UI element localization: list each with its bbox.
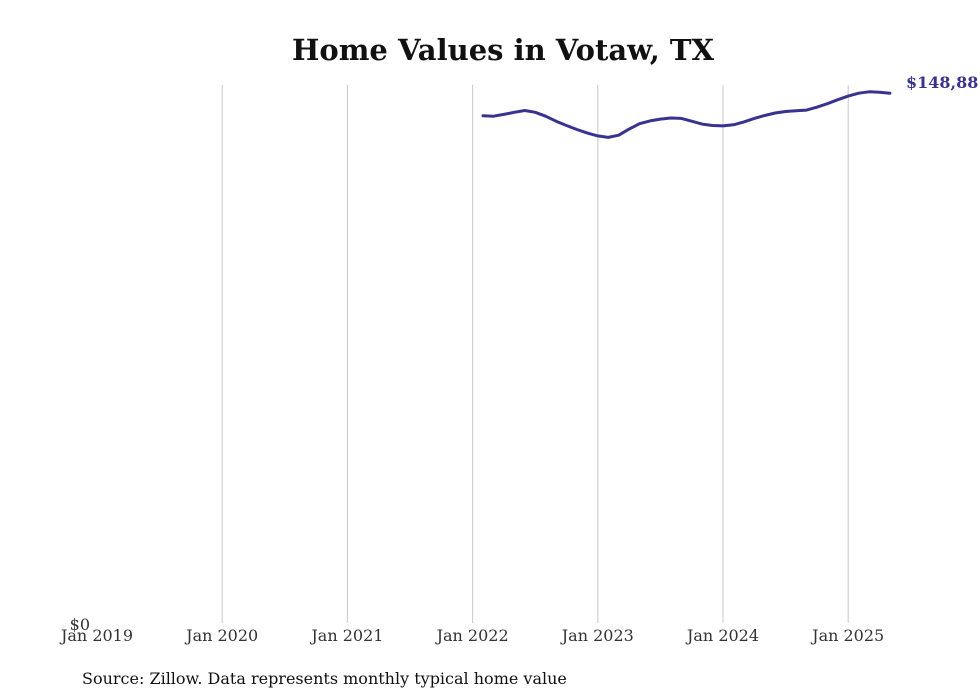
grid-lines <box>221 85 849 623</box>
latest-value-label: $148,88 <box>906 73 978 92</box>
home-value-line <box>481 90 892 139</box>
x-tick-label-2023: Jan 2023 <box>560 626 634 645</box>
x-tick-label-2024: Jan 2024 <box>685 626 759 645</box>
chart-source-note: Source: Zillow. Data represents monthly … <box>82 669 567 688</box>
chart-title: Home Values in Votaw, TX <box>292 33 715 67</box>
x-tick-label-2019: Jan 2019 <box>59 626 133 645</box>
x-axis-ticks: Jan 2019 Jan 2020 Jan 2021 Jan 2022 Jan 2023… <box>59 626 884 645</box>
y-axis-zero-label: $0 <box>70 615 90 634</box>
x-tick-label-2022: Jan 2022 <box>435 626 509 645</box>
x-tick-label-2020: Jan 2020 <box>184 626 258 645</box>
x-tick-label-2021: Jan 2021 <box>309 626 383 645</box>
x-tick-label-2025: Jan 2025 <box>810 626 884 645</box>
